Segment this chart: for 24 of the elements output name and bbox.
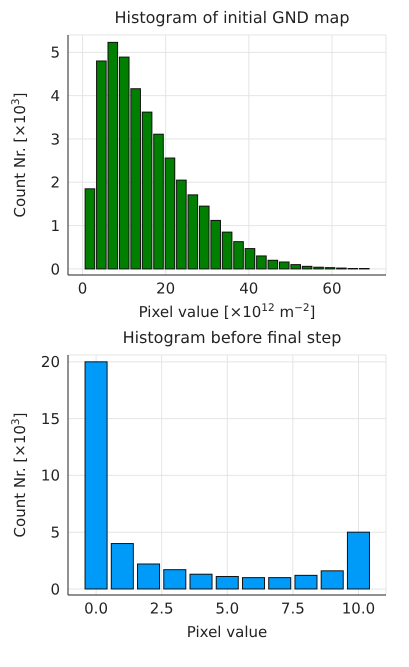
y-tick-label: 2 [50,174,60,192]
x-tick-label: 7.5 [280,600,305,618]
y-tick-label: 5 [50,44,60,62]
y-tick-label: 20 [40,353,60,372]
x-tick-label: 10.0 [342,600,376,618]
y-tick-label: 5 [50,524,60,542]
x-tick-label: 2.5 [150,600,174,618]
x-axis-title: Pixel value [×10$^{12}$ m$^{−2}$] [138,302,316,321]
x-tick-label: 0 [78,280,88,298]
y-tick-label: 3 [50,130,60,148]
x-tick-label: 5.0 [215,600,240,618]
chart-title: Histogram of initial GND map [114,8,350,29]
y-tick-label: 0 [50,260,60,278]
y-tick-label: 15 [40,410,60,428]
y-tick-label: 10 [40,466,60,485]
y-tick-label: 4 [50,86,60,105]
chart-title: Histogram before final step [122,328,342,349]
x-tick-label: 40 [239,280,258,298]
x-axis-title: Pixel value [186,623,268,641]
y-tick-label: 1 [50,216,60,235]
y-tick-label: 0 [50,580,60,598]
x-tick-label: 0.0 [84,600,108,618]
x-tick-label: 20 [156,280,176,298]
x-tick-label: 60 [322,280,342,298]
